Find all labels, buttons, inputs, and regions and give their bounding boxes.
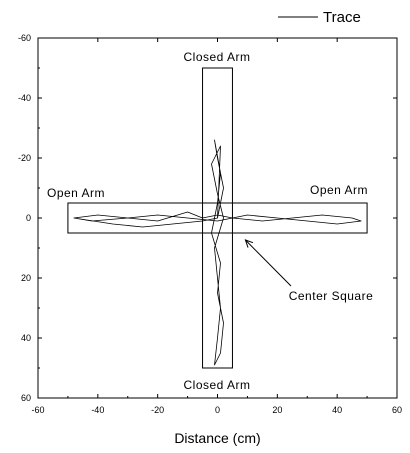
y-tick-label: -60	[18, 33, 31, 43]
legend-label: Trace	[323, 9, 361, 26]
y-tick-label: 40	[21, 333, 31, 343]
y-tick-label: 60	[21, 393, 31, 403]
x-tick-label: 0	[215, 405, 220, 415]
y-tick-label: 0	[26, 213, 31, 223]
y-tick-label: 20	[21, 273, 31, 283]
annotation-arrow	[245, 240, 291, 286]
annotation-open-arm-left: Open Arm	[47, 186, 105, 200]
annotation-center-square: Center Square	[289, 289, 374, 303]
y-tick-label: -20	[18, 153, 31, 163]
y-tick-label: -40	[18, 93, 31, 103]
x-tick-label: 20	[272, 405, 282, 415]
x-tick-label: -60	[31, 405, 44, 415]
x-tick-label: 40	[332, 405, 342, 415]
x-tick-label: -20	[151, 405, 164, 415]
x-tick-label: -40	[91, 405, 104, 415]
x-tick-label: 60	[392, 405, 402, 415]
annotation-open-arm-right: Open Arm	[310, 183, 368, 197]
x-axis-title: Distance (cm)	[174, 430, 260, 446]
series-line-trace	[74, 140, 361, 365]
annotation-closed-arm-top: Closed Arm	[183, 50, 250, 64]
annotation-closed-arm-bottom: Closed Arm	[183, 378, 250, 392]
